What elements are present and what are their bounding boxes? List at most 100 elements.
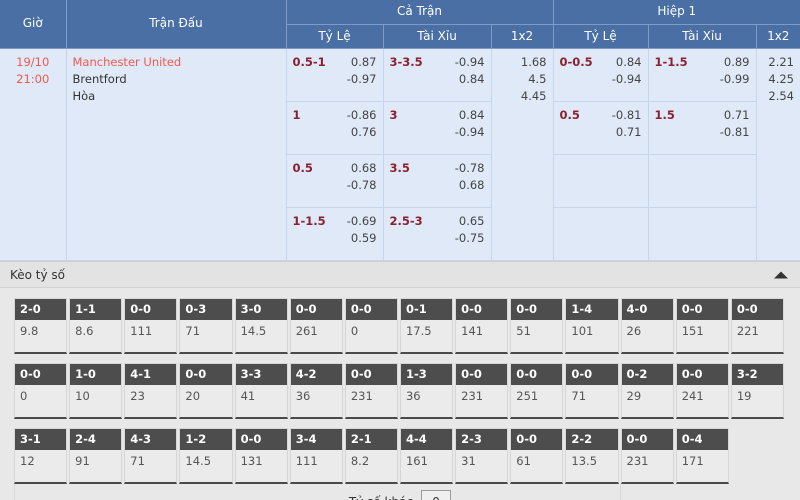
odds-value[interactable]: -0.81: [611, 108, 642, 123]
score-cell[interactable]: 3-1 12: [14, 428, 68, 485]
odds-cell-h1-1x2[interactable]: 2.21 4.25 2.54: [755, 48, 800, 262]
odds-value[interactable]: 0.71: [615, 124, 642, 139]
score-cell[interactable]: 0-2 29: [620, 363, 674, 420]
score-cell[interactable]: 0-3 71: [179, 298, 233, 355]
odds-cell-ft-overunder[interactable]: 3 0.84 -0.94: [382, 101, 492, 156]
odds-cell-h1-overunder[interactable]: 1.5 0.71 -0.81: [647, 101, 757, 156]
odds-value-2[interactable]: 2.54: [768, 88, 794, 103]
odds-value-2[interactable]: 4.45: [520, 88, 547, 103]
odds-value[interactable]: -0.99: [719, 71, 750, 86]
odds-value[interactable]: 0.84: [615, 55, 642, 70]
odds-cell-ft-1x2[interactable]: 1.68 4.5 4.45: [490, 48, 554, 262]
col-header-ft-handicap: Tỷ Lệ: [285, 24, 384, 50]
score-cell[interactable]: 4-1 23: [124, 363, 178, 420]
odds-cell-ft-handicap[interactable]: 1 -0.86 0.76: [285, 101, 384, 156]
odds-cell-ft-handicap[interactable]: 0.5 0.68 -0.78: [285, 154, 384, 209]
odds-value[interactable]: -0.69: [346, 214, 377, 229]
score-cell[interactable]: 1-4 101: [565, 298, 619, 355]
score-cell[interactable]: 1-2 14.5: [179, 428, 233, 485]
score-cell[interactable]: 0-0 111: [124, 298, 178, 355]
odds-cell-ft-handicap[interactable]: 1-1.5 -0.69 0.59: [285, 207, 384, 262]
score-cell[interactable]: 1-0 10: [69, 363, 123, 420]
score-cell-label: 3-3: [235, 364, 287, 385]
score-cell[interactable]: 0-0 20: [179, 363, 233, 420]
score-cell[interactable]: 1-3 36: [399, 363, 454, 420]
score-cell[interactable]: 2-0 9.8: [14, 298, 68, 355]
score-cell[interactable]: 4-0 26: [620, 298, 674, 355]
odds-value[interactable]: -0.94: [454, 124, 485, 139]
score-cell[interactable]: 3-0 14.5: [234, 298, 288, 355]
other-score-input[interactable]: 0: [421, 490, 452, 500]
odds-value[interactable]: 0.68: [350, 161, 377, 176]
score-cell-odds: 91: [75, 453, 90, 468]
score-cell[interactable]: 0-0 261: [289, 298, 343, 355]
score-cell[interactable]: 2-1 8.2: [344, 428, 398, 485]
odds-value[interactable]: -0.81: [719, 124, 750, 139]
odds-cell-ft-overunder[interactable]: 3.5 -0.78 0.68: [382, 154, 492, 209]
odds-value-x[interactable]: 4.5: [528, 71, 547, 86]
score-cell[interactable]: 3-4 111: [289, 428, 343, 485]
odds-value[interactable]: 0.84: [458, 108, 485, 123]
score-cell-odds: 71: [185, 323, 201, 338]
score-cell[interactable]: 2-2 13.5: [565, 428, 619, 485]
odds-value[interactable]: -0.94: [611, 71, 642, 86]
score-cell[interactable]: 0-0 151: [675, 298, 729, 355]
odds-value[interactable]: -0.78: [346, 177, 377, 192]
odds-cell-h1-overunder[interactable]: 1-1.5 0.89 -0.99: [647, 48, 757, 103]
score-cell[interactable]: 0-0 51: [510, 298, 564, 355]
score-cell[interactable]: 2-3 31: [455, 428, 509, 485]
chevron-up-icon[interactable]: [774, 271, 788, 279]
odds-value[interactable]: -0.97: [346, 71, 377, 86]
score-cell[interactable]: 3-2 19: [730, 363, 784, 420]
score-cell[interactable]: 0-4 171: [675, 428, 729, 485]
score-cell[interactable]: 4-4 161: [399, 428, 454, 485]
score-cell[interactable]: 1-1 8.6: [69, 298, 123, 355]
correct-score-panel-header[interactable]: Kèo tỷ số: [0, 262, 800, 289]
odds-value[interactable]: 0.71: [723, 108, 750, 123]
odds-value[interactable]: -0.75: [454, 230, 485, 245]
score-cell[interactable]: 0-0 231: [455, 363, 509, 420]
odds-cell-h1-handicap[interactable]: 0.5 -0.81 0.71: [552, 101, 649, 156]
score-cell[interactable]: 0-0 0: [14, 363, 68, 420]
score-cell[interactable]: 0-0 231: [620, 428, 674, 485]
score-cell-label: 4-1: [125, 364, 177, 385]
odds-value[interactable]: 0.84: [458, 71, 485, 86]
odds-value[interactable]: 0.89: [723, 55, 750, 70]
score-cell[interactable]: 0-1 17.5: [399, 298, 454, 355]
odds-value[interactable]: 0.87: [350, 55, 377, 70]
odds-cell-ft-overunder[interactable]: 2.5-3 0.65 -0.75: [382, 207, 492, 262]
score-cell[interactable]: 0-0 241: [675, 363, 729, 420]
odds-value[interactable]: -0.78: [454, 161, 485, 176]
score-cell[interactable]: 0-0 71: [565, 363, 619, 420]
score-cell[interactable]: 0-0 131: [234, 428, 288, 485]
score-grid-row: 2-0 9.8 1-1 8.6 0-0 111 0-3 71 3-0 14.5 0-0 261 0-0 0…: [14, 298, 786, 355]
odds-value[interactable]: -0.94: [454, 55, 485, 70]
score-cell-label: 1-4: [566, 299, 618, 320]
odds-value[interactable]: 0.68: [458, 177, 485, 192]
odds-value[interactable]: 0.59: [350, 230, 377, 245]
score-grid-row: 0-0 0 1-0 10 4-1 23 0-0 20 3-3 41 4-2 36 0-0 231 1-3 36…: [14, 363, 786, 420]
score-cell[interactable]: 0-0 231: [344, 363, 398, 420]
odds-value[interactable]: 0.76: [350, 124, 377, 139]
odds-cell-ft-handicap[interactable]: 0.5-1 0.87 -0.97: [285, 48, 384, 103]
odds-value[interactable]: -0.86: [346, 108, 377, 123]
odds-value[interactable]: 0.65: [458, 214, 485, 229]
score-cell[interactable]: 0-0 0: [344, 298, 398, 355]
score-cell[interactable]: 3-3 41: [234, 363, 288, 420]
score-cell[interactable]: 4-3 71: [124, 428, 178, 485]
odds-value-1[interactable]: 2.21: [768, 55, 794, 70]
odds-cell-ft-overunder[interactable]: 3-3.5 -0.94 0.84: [382, 48, 492, 103]
score-cell[interactable]: 4-2 36: [289, 363, 343, 420]
footer-divider-right: [620, 484, 621, 500]
odds-value-x[interactable]: 4.25: [768, 71, 794, 86]
score-cell[interactable]: 0-0 221: [730, 298, 784, 355]
score-cell-odds: 17.5: [405, 323, 432, 338]
score-cell[interactable]: 0-0 251: [510, 363, 564, 420]
odds-value-1[interactable]: 1.68: [520, 55, 547, 70]
team-draw-label: Hòa: [72, 88, 96, 103]
score-cell[interactable]: 0-0 61: [510, 428, 564, 485]
score-cell[interactable]: 2-4 91: [69, 428, 123, 485]
score-cell[interactable]: 0-0 141: [455, 298, 509, 355]
odds-cell-h1-handicap[interactable]: 0-0.5 0.84 -0.94: [552, 48, 649, 103]
